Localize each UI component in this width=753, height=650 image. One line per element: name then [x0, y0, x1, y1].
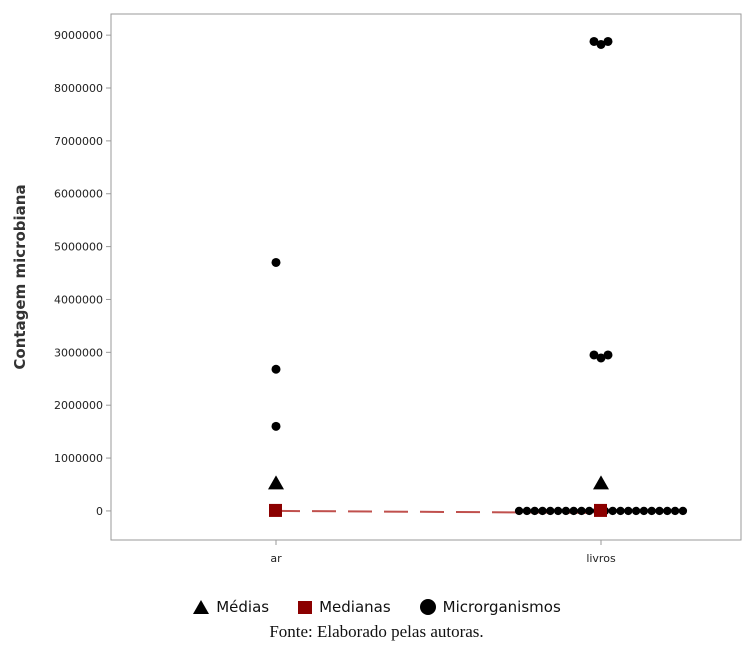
y-tick-label: 8000000 [54, 82, 103, 95]
legend-entry-microrganismos: Microrganismos [419, 598, 561, 616]
microrganismo-point [561, 506, 571, 516]
y-tick-label: 4000000 [54, 293, 103, 306]
microrganismo-point [631, 506, 641, 516]
microrganismo-point [608, 506, 617, 516]
microrganismo-point [271, 257, 281, 267]
microrganismo-point [538, 506, 547, 516]
data-points [268, 36, 688, 517]
microrganismo-point [514, 506, 524, 516]
microrganismo-point [585, 506, 594, 516]
microrganismo-point [589, 350, 599, 360]
microrganismo-point [546, 506, 555, 516]
microrganismo-point [639, 506, 649, 516]
microrganismo-point [271, 364, 281, 374]
triangle-icon [193, 600, 210, 614]
media-point [593, 475, 609, 490]
y-tick-label: 9000000 [54, 29, 103, 42]
y-tick-label: 2000000 [54, 399, 103, 412]
microrganismo-point [624, 506, 633, 516]
microrganismo-point [522, 506, 532, 516]
x-tick-label: livros [586, 552, 616, 565]
microrganismo-point [603, 350, 613, 360]
microrganismo-point [647, 506, 656, 516]
microrganismo-point [271, 421, 281, 431]
legend: Médias Medianas Microrganismos [0, 594, 753, 620]
y-tick-label: 0 [96, 505, 103, 518]
microrganismo-point [596, 39, 606, 49]
microrganismo-point [577, 506, 586, 516]
mediana-point [594, 503, 607, 517]
microrganismo-point [569, 506, 578, 516]
y-tick-label: 1000000 [54, 452, 103, 465]
microrganismo-point [553, 506, 563, 516]
legend-label: Medianas [319, 598, 391, 616]
y-axis-label: Contagem microbiana [11, 184, 29, 369]
legend-entry-medias: Médias [192, 598, 269, 616]
y-tick-label: 6000000 [54, 188, 103, 201]
plot-frame [110, 13, 742, 541]
square-icon [298, 601, 313, 614]
microrganismo-point [655, 506, 664, 516]
microrganismo-point [670, 506, 680, 516]
microrganismo-point [603, 36, 613, 46]
y-axis: 0 1000000 2000000 3000000 4000000 5000000 6000… [54, 29, 111, 518]
legend-label: Microrganismos [442, 598, 561, 616]
microrganismo-point [616, 506, 625, 516]
microrganismo-point [663, 506, 672, 516]
media-point [268, 475, 284, 490]
legend-label: Médias [216, 598, 270, 616]
y-tick-label: 7000000 [54, 135, 103, 148]
y-tick-label: 3000000 [54, 346, 103, 359]
y-tick-label: 5000000 [54, 241, 103, 254]
microrganismo-point [589, 36, 599, 46]
figure-caption: Fonte: Elaborado pelas autoras. [269, 622, 484, 641]
microrganismo-point [530, 506, 539, 516]
microrganismo-point [678, 506, 688, 516]
microrganismo-point [596, 353, 606, 363]
scatter-chart: 0 1000000 2000000 3000000 4000000 5000000 6000… [11, 13, 742, 565]
x-axis: ar livros [270, 540, 616, 565]
x-tick-label: ar [270, 552, 282, 565]
legend-entry-medianas: Medianas [297, 598, 391, 616]
circle-icon [419, 599, 436, 615]
mediana-point [269, 503, 282, 517]
